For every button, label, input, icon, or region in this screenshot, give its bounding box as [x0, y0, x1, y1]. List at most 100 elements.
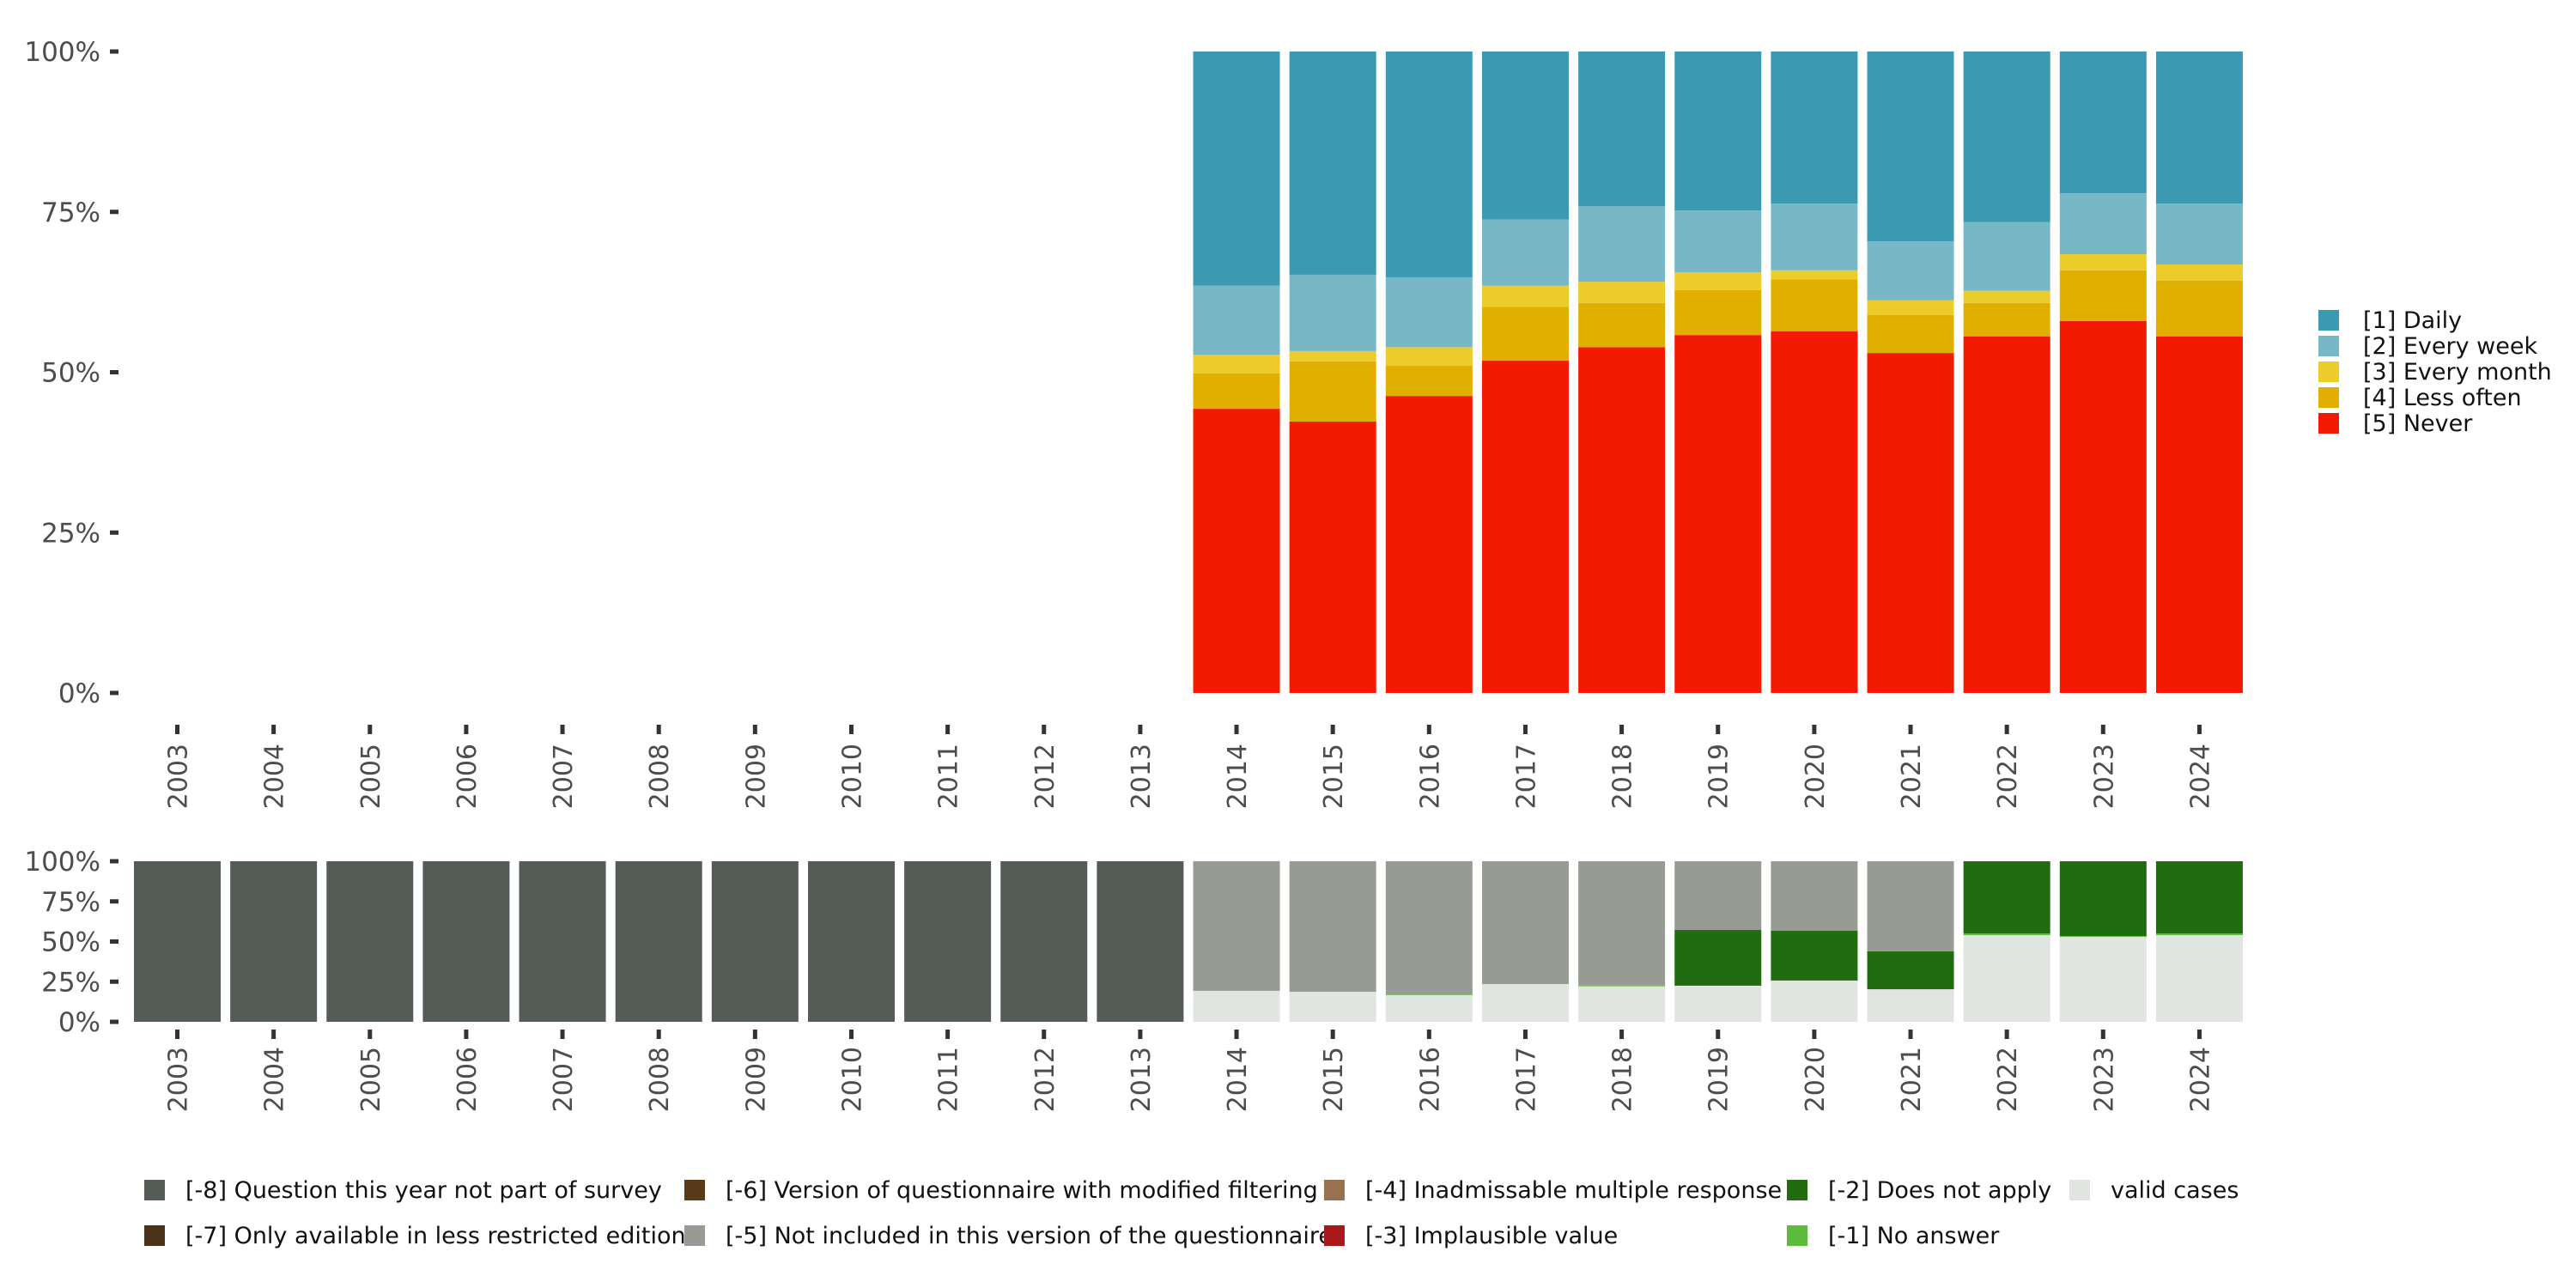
x-tick-label: 2020 — [1801, 744, 1831, 809]
x-tick-label: 2008 — [645, 744, 675, 809]
bar-segment — [1963, 933, 2050, 936]
bar-segment — [2059, 52, 2147, 194]
y-tick-label: 75% — [41, 887, 100, 918]
bar-segment — [1674, 289, 1762, 336]
x-tick-label: 2023 — [2089, 744, 2119, 809]
bar-segment — [1963, 302, 2050, 337]
legend-label: [-1] No answer — [1828, 1223, 2000, 1249]
bottom-chart-panel: 0% 25% 50% 75% 100% 2003 2004 2005 2006 2007 2008 2… — [24, 847, 2243, 1112]
x-tick-label: 2012 — [1030, 1047, 1060, 1112]
bar-segment — [2059, 254, 2147, 270]
bar-segment — [519, 861, 606, 1022]
y-tick-label: 50% — [41, 927, 100, 958]
bar-segment — [1385, 366, 1473, 397]
bar-segment — [1481, 219, 1569, 286]
bar-segment — [1771, 52, 1858, 204]
x-tick-label: 2004 — [260, 744, 290, 809]
x-tick-label: 2018 — [1608, 744, 1638, 809]
x-tick-label: 2003 — [164, 744, 194, 809]
bar-segment — [1289, 422, 1376, 693]
bar-segment — [1578, 347, 1666, 693]
x-tick-label: 2009 — [741, 744, 771, 809]
legend-key — [1324, 1225, 1345, 1246]
bar-segment — [2155, 861, 2243, 934]
x-tick-label: 2004 — [260, 1047, 290, 1112]
bar-segment — [1578, 206, 1666, 283]
bar-segment — [2155, 935, 2243, 1022]
bar-segment — [1385, 396, 1473, 693]
x-tick-label: 2018 — [1608, 1047, 1638, 1112]
bar-segment — [1481, 984, 1569, 1022]
legend-key — [684, 1225, 705, 1246]
x-tick-label: 2019 — [1704, 1047, 1735, 1112]
legend-label: [4] Less often — [2363, 385, 2522, 411]
bar-segment — [1289, 861, 1376, 993]
bar-segment — [1193, 52, 1280, 286]
legend-label: [-5] Not included in this version of the… — [726, 1223, 1333, 1249]
x-tick-label: 2024 — [2185, 1047, 2215, 1112]
bar-segment — [2155, 933, 2243, 936]
bar-segment — [1000, 861, 1088, 1022]
legend-key — [2318, 413, 2339, 434]
x-tick-label: 2022 — [1993, 1047, 2023, 1112]
bar-segment — [1867, 951, 1954, 990]
bar-segment — [2059, 270, 2147, 321]
legend-key — [1787, 1225, 1807, 1246]
x-tick-label: 2016 — [1415, 1047, 1445, 1112]
bar-segment — [1578, 985, 1666, 987]
bar-segment — [2155, 336, 2243, 693]
bar-segment — [1193, 861, 1280, 991]
bar-segment — [1193, 285, 1280, 355]
x-tick-label: 2021 — [1897, 744, 1927, 809]
bar-segment — [1097, 861, 1184, 1022]
bar-segment — [2059, 193, 2147, 255]
legend-key — [144, 1225, 165, 1246]
bar-segment — [326, 861, 414, 1022]
bar-segment — [2059, 937, 2147, 1022]
x-tick-label: 2007 — [549, 1047, 579, 1112]
y-tick-label: 0% — [58, 678, 100, 709]
legend-key — [1787, 1180, 1807, 1200]
x-tick-label: 2013 — [1127, 1047, 1157, 1112]
x-tick-label: 2007 — [549, 744, 579, 809]
bar-segment — [1674, 52, 1762, 211]
bar-segment — [1867, 861, 1954, 951]
legend-key — [2318, 336, 2339, 356]
bar-segment — [1385, 276, 1473, 348]
bar-segment — [1867, 353, 1954, 693]
bar-segment — [1771, 861, 1858, 931]
top-chart-panel: 0% 25% 50% 75% 100% 2003 2004 2005 2006 2007 2008 2… — [24, 37, 2243, 809]
legend-key — [144, 1180, 165, 1200]
legend-label: [-7] Only available in less restricted e… — [185, 1223, 686, 1249]
bar-segment — [1385, 52, 1473, 277]
legend-key — [1324, 1180, 1345, 1200]
bar-segment — [1193, 373, 1280, 410]
x-tick-label: 2006 — [453, 1047, 483, 1112]
bar-segment — [1385, 347, 1473, 367]
bar-segment — [1963, 336, 2050, 693]
x-tick-label: 2009 — [741, 1047, 771, 1112]
bar-segment — [1867, 989, 1954, 1022]
bar-segment — [1193, 409, 1280, 693]
bar-segment — [1674, 335, 1762, 693]
bottom-chart-legend: [-8] Question this year not part of surv… — [144, 1177, 2239, 1249]
bar-segment — [1771, 204, 1858, 270]
legend-key — [2318, 361, 2339, 382]
y-tick-label: 100% — [24, 37, 100, 68]
x-tick-label: 2003 — [164, 1047, 194, 1112]
legend-label: [-3] Implausible value — [1365, 1223, 1618, 1249]
bar-segment — [1963, 290, 2050, 303]
bar-segment — [1481, 361, 1569, 693]
x-tick-label: 2010 — [837, 1047, 867, 1112]
legend-key — [2069, 1180, 2090, 1200]
bar-segment — [1578, 52, 1666, 207]
bar-segment — [1481, 52, 1569, 220]
bar-segment — [1578, 861, 1666, 986]
y-tick-label: 100% — [24, 847, 100, 878]
bar-segment — [1289, 274, 1376, 351]
x-tick-label: 2014 — [1223, 744, 1253, 809]
bar-segment — [1289, 992, 1376, 1022]
bar-segment — [1771, 270, 1858, 280]
bar-segment — [1289, 52, 1376, 275]
